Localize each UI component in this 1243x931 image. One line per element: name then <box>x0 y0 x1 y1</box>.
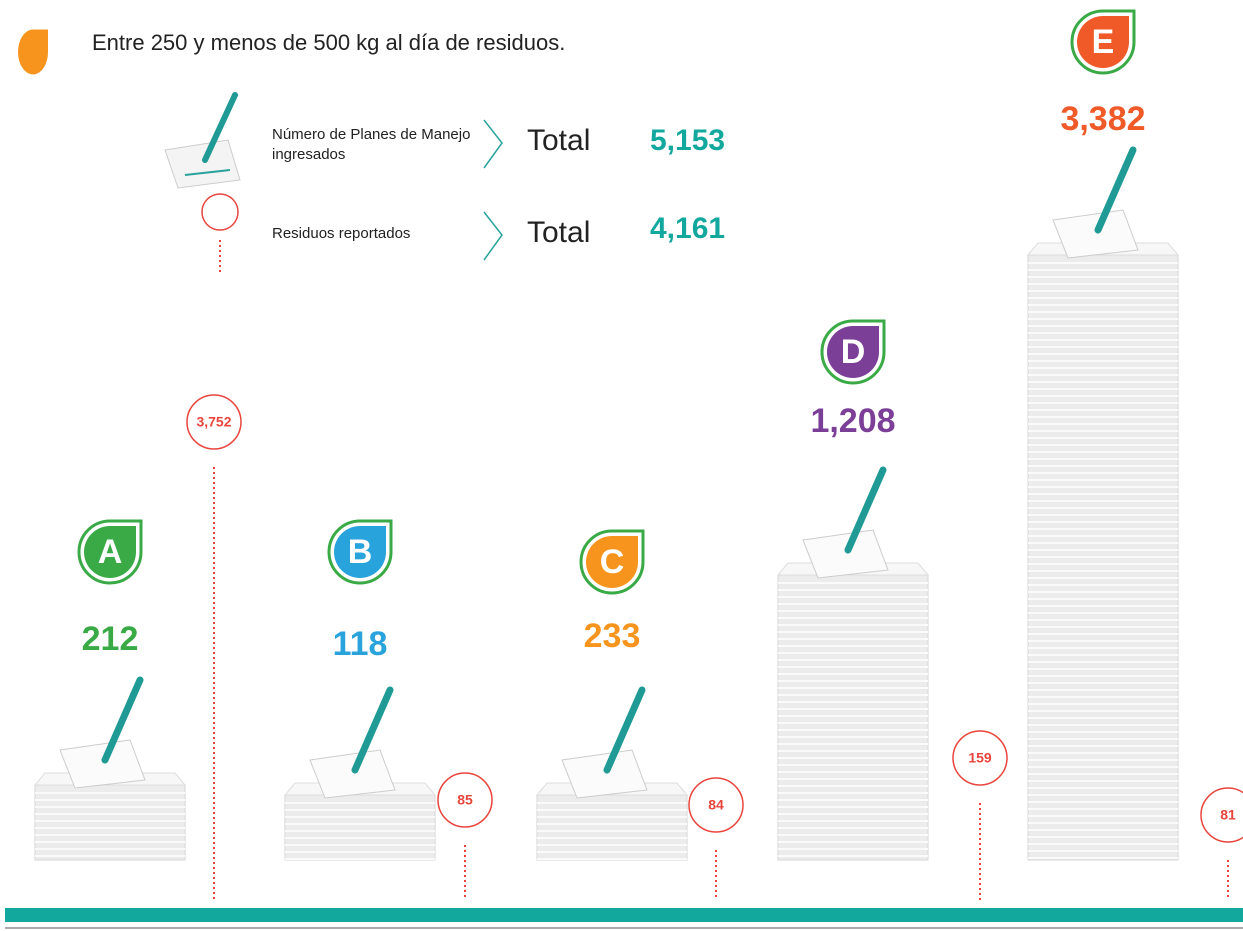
category-badge: E <box>1072 11 1134 73</box>
legend-total-label: Total <box>527 216 590 250</box>
form-sheet <box>60 740 145 788</box>
category-letter: B <box>348 533 373 571</box>
legend-chevron <box>484 212 502 260</box>
infographic: A 3,752 B 85 C 84 D 159 E 81 Entre 250 y menos de… <box>0 0 1243 931</box>
legend-label: Residuos reportados <box>272 225 410 242</box>
plans-value: 3,382 <box>1060 100 1145 139</box>
paper-stack <box>285 690 435 860</box>
plans-value: 1,208 <box>810 402 895 441</box>
category-letter: D <box>841 333 866 371</box>
footer-bar <box>5 908 1243 922</box>
category-letter: C <box>600 543 625 581</box>
plans-value: 233 <box>584 617 641 656</box>
form-sheet <box>310 750 395 798</box>
graphics: A 3,752 B 85 C 84 D 159 E 81 <box>0 0 1243 931</box>
category-badge: C <box>581 531 643 593</box>
legend-total: 4,161 <box>650 212 725 246</box>
residue-value: 3,752 <box>196 414 231 430</box>
paper-stack <box>537 690 687 860</box>
residue-value: 159 <box>968 750 992 766</box>
stack-body <box>285 795 435 860</box>
legend-residue-icon <box>202 194 238 230</box>
legend-chevron <box>484 120 502 168</box>
legend-icon <box>18 30 48 75</box>
form-sheet <box>562 750 647 798</box>
legend-total: 5,153 <box>650 124 725 158</box>
plans-value: 212 <box>82 620 139 659</box>
category-letter: A <box>98 533 123 571</box>
form-sheet <box>803 530 888 578</box>
plans-value: 118 <box>333 625 388 664</box>
form-sheet <box>1053 210 1138 258</box>
residue-value: 81 <box>1220 807 1236 823</box>
residue-value: 84 <box>708 797 724 813</box>
category-letter: E <box>1092 23 1115 61</box>
category-badge: B <box>329 521 391 583</box>
paper-stack <box>1028 150 1178 860</box>
category-badge: A <box>79 521 141 583</box>
paper-stack <box>778 470 928 860</box>
paper-stack <box>35 680 185 860</box>
legend-title: Entre 250 y menos de 500 kg al día de re… <box>92 30 565 56</box>
residue-value: 85 <box>457 792 473 808</box>
legend-total-label: Total <box>527 124 590 158</box>
legend-paper-icon <box>165 95 240 188</box>
legend-label: Número de Planes de Manejo ingresados <box>272 125 472 165</box>
stack-body <box>537 795 687 860</box>
category-badge: D <box>822 321 884 383</box>
